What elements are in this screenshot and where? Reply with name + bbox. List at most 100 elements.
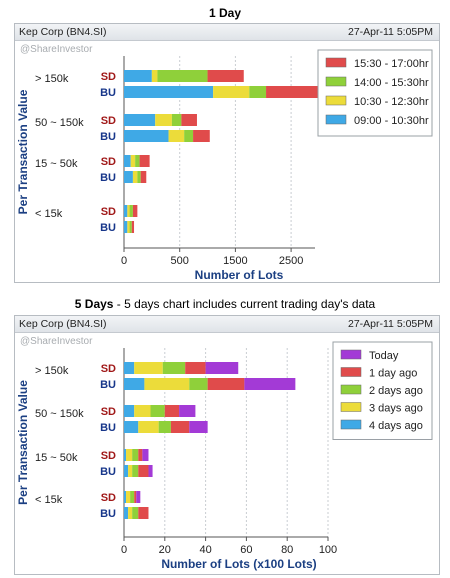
chart2-category-label-sd: SD [101,450,116,462]
chart1-category-label-bu: BU [100,131,116,143]
chart2-x-tick-label: 80 [281,544,293,556]
chart2-bar-150k-sd-2-days-ago [162,362,186,374]
chart1-category-label-bu: BU [100,87,116,99]
chart2-bar-15k-sd-3-days-ago [126,491,131,503]
chart2-bar-15k-bu-1-day-ago [138,507,149,519]
chart1-x-tick-label: 500 [171,255,189,267]
chart1-bar-150k-sd-14-00-15-30hr [157,70,208,82]
chart2-bar-50-150k-bu-2-days-ago [158,421,171,433]
chart1-x-tick-label: 1500 [223,255,247,267]
chart2-group-label-15k: < 15k [35,494,63,506]
chart2-bar-15-50k-sd-4-days-ago [124,449,127,461]
chart1-bar-50-150k-sd-14-00-15-30hr [171,114,182,126]
chart2-legend-label-4-days-ago: 4 days ago [369,420,423,432]
chart2-bar-150k-bu-1-day-ago [207,378,245,390]
chart1-group-label-15k: < 15k [35,208,63,220]
chart2-bar-150k-sd-today [205,362,239,374]
chart2-bar-150k-bu-today [244,378,296,390]
chart2-legend-swatch-today [340,349,362,360]
chart2-category-label-bu: BU [100,422,116,434]
chart2-category-label-bu: BU [100,466,116,478]
chart1-category-label-sd: SD [101,115,116,127]
chart1-bar-15k-bu-14-00-15-30hr [129,221,132,233]
chart1-bar-50-150k-bu-09-00-10-30hr [124,130,169,142]
chart1-bar-15-50k-sd-14-00-15-30hr [135,155,140,167]
chart1-bar-15-50k-bu-15-30-17-00hr [140,171,147,183]
chart2-watermark: @ShareInvestor [20,336,93,347]
chart1-legend-label-09-00-10-30hr: 09:00 - 10:30hr [354,115,429,127]
chart1-x-tick-label: 0 [121,255,127,267]
chart1-x-tick-label: 2500 [279,255,303,267]
chart2-bar-50-150k-sd-1-day-ago [164,405,180,417]
chart2-bar-50-150k-bu-today [189,421,208,433]
chart2-bar-15-50k-sd-2-days-ago [132,449,139,461]
chart2-bar-15k-bu-4-days-ago [124,507,129,519]
chart2-stock-name: Kep Corp (BN4.SI) [19,318,107,330]
chart1-bar-15k-bu-09-00-10-30hr [124,221,128,233]
chart1-bar-15k-sd-09-00-10-30hr [124,205,128,217]
chart1-group-label-15-50k: 15 ~ 50k [35,158,78,170]
chart1-y-axis-label: Per Transaction Value [16,89,30,214]
chart1-legend-swatch-09-00-10-30hr [325,114,347,125]
chart2-bar-15-50k-bu-2-days-ago [132,465,139,477]
chart1-bar-50-150k-bu-10-30-12-30hr [168,130,185,142]
chart2-bar-15k-bu-2-days-ago [132,507,139,519]
chart2-legend-label-today: Today [369,350,399,362]
chart2-legend-label-2-days-ago: 2 days ago [369,385,423,397]
chart2-subtitle: - 5 days chart includes current trading … [113,297,376,311]
chart1-bar-15k-sd-14-00-15-30hr [129,205,133,217]
chart2-group-label-50-150k: 50 ~ 150k [35,408,84,420]
chart1-bar-15-50k-bu-14-00-15-30hr [137,171,141,183]
chart1-bar-15-50k-bu-09-00-10-30hr [124,171,133,183]
chart1-bar-15k-bu-15-30-17-00hr [131,221,135,233]
chart1-title-line: 1 Day [0,6,450,20]
chart2-bar-15k-sd-4-days-ago [124,491,127,503]
chart1-bar-50-150k-bu-15-30-17-00hr [193,130,210,142]
chart1-title: 1 Day [208,6,242,20]
chart1-timestamp: 27-Apr-11 5:05PM [347,26,433,38]
chart2-bar-150k-bu-4-days-ago [124,378,145,390]
chart1-group-label-50-150k: 50 ~ 150k [35,117,84,129]
chart1-legend-label-15-30-17-00hr: 15:30 - 17:00hr [354,58,429,70]
chart2-category-label-sd: SD [101,406,116,418]
chart2-bar-150k-sd-1-day-ago [185,362,206,374]
chart2-legend-swatch-4-days-ago [340,419,362,430]
chart1-panel: Kep Corp (BN4.SI) 27-Apr-11 5:05PM @Shar… [14,23,440,283]
chart1-x-axis-label: Number of Lots [195,268,284,282]
chart1-watermark: @ShareInvestor [20,44,93,55]
chart1-category-label-sd: SD [101,206,116,218]
chart2-category-label-bu: BU [100,508,116,520]
chart2-legend-label-1-day-ago: 1 day ago [369,368,417,380]
chart1-bar-15-50k-sd-10-30-12-30hr [130,155,136,167]
chart1-bar-150k-bu-10-30-12-30hr [213,86,250,98]
chart1-category-label-bu: BU [100,172,116,184]
chart1-bar-50-150k-sd-10-30-12-30hr [155,114,172,126]
chart1-bar-15-50k-sd-09-00-10-30hr [124,155,131,167]
chart2-title: 5 Days [74,297,114,311]
chart2-group-label-150k: > 150k [35,365,69,377]
chart2-x-tick-label: 100 [319,544,337,556]
chart1-bar-150k-sd-15-30-17-00hr [207,70,244,82]
chart2-x-tick-label: 0 [121,544,127,556]
chart2-title-line: 5 Days - 5 days chart includes current t… [0,297,450,311]
chart1-category-label-sd: SD [101,156,116,168]
chart2-legend-swatch-1-day-ago [340,367,362,377]
chart2-bar-50-150k-sd-today [179,405,196,417]
chart2-category-label-bu: BU [100,379,116,391]
chart2-bar-50-150k-bu-1-day-ago [170,421,190,433]
chart1-bar-15k-sd-15-30-17-00hr [132,205,138,217]
chart1-bar-15-50k-sd-15-30-17-00hr [139,155,150,167]
chart2-y-axis-label: Per Transaction Value [16,380,30,505]
chart1-bar-50-150k-sd-09-00-10-30hr [124,114,156,126]
chart2-legend-swatch-3-days-ago [340,402,362,412]
chart1-bar-15k-bu-10-30-12-30hr [127,221,130,233]
chart1-legend-swatch-10-30-12-30hr [325,95,347,106]
chart1-header: Kep Corp (BN4.SI) 27-Apr-11 5:05PM [15,24,439,41]
chart2-legend-label-3-days-ago: 3 days ago [369,403,423,415]
chart1-legend-swatch-14-00-15-30hr [325,76,347,87]
chart2-bar-150k-sd-4-days-ago [124,362,135,374]
chart1-bar-150k-sd-10-30-12-30hr [151,70,158,82]
chart1-bar-15-50k-bu-10-30-12-30hr [132,171,138,183]
chart2-bar-15-50k-bu-3-days-ago [128,465,133,477]
